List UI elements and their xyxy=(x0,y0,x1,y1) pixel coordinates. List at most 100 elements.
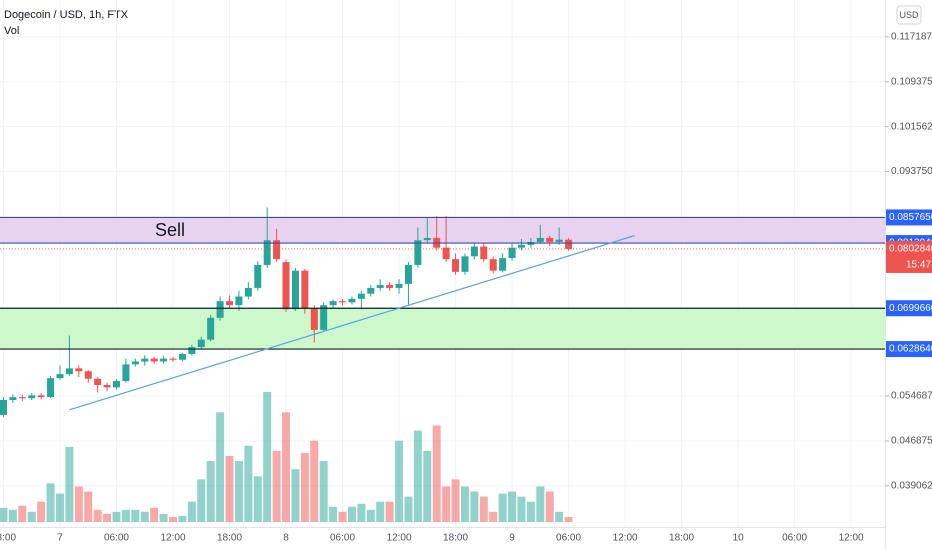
candle-body xyxy=(329,301,337,306)
volume-bar xyxy=(526,501,535,522)
candle-body xyxy=(226,301,234,306)
candle-body xyxy=(376,285,384,288)
candle-body xyxy=(47,378,55,398)
level-label-box xyxy=(886,209,932,226)
zone-annotation: Sell xyxy=(155,220,185,240)
x-tick-label: 8 xyxy=(283,533,289,544)
chart-title: Dogecoin / USD, 1h, FTX xyxy=(4,9,129,21)
volume-bar xyxy=(470,491,479,522)
candle-body xyxy=(94,378,102,386)
volume-bar xyxy=(489,511,498,522)
level-label-box xyxy=(886,300,932,317)
volume-bar xyxy=(263,392,272,522)
volume-bar xyxy=(27,511,36,522)
candle-body xyxy=(348,298,356,303)
volume-bar xyxy=(460,486,469,522)
volume-bar xyxy=(216,412,225,522)
candle-body xyxy=(141,358,149,362)
x-tick-label: 18:00 xyxy=(669,533,694,544)
candle-body xyxy=(216,301,224,318)
candle-body xyxy=(273,240,281,260)
candle-body xyxy=(480,246,488,260)
x-tick-label: 12:00 xyxy=(839,533,864,544)
candle-body xyxy=(9,397,17,400)
candle-body xyxy=(263,240,271,265)
candle-body xyxy=(188,347,196,355)
candle-body xyxy=(282,262,290,310)
volume-bar xyxy=(413,430,422,522)
x-tick-label: 06:00 xyxy=(330,533,355,544)
currency-button[interactable] xyxy=(896,5,922,25)
volume-bar xyxy=(169,516,178,522)
volume-bar xyxy=(376,501,385,522)
candle-body xyxy=(150,358,158,362)
candle-body xyxy=(404,264,412,284)
volume-bar xyxy=(37,501,46,522)
volume-bar xyxy=(357,503,366,522)
candle-body xyxy=(414,240,422,265)
candle-body xyxy=(517,244,525,248)
volume-bar xyxy=(555,511,564,522)
volume-bar xyxy=(272,450,281,522)
x-tick-label: 06:00 xyxy=(782,533,807,544)
candle-body xyxy=(122,364,130,382)
volume-bar xyxy=(206,461,215,522)
candle-body xyxy=(489,259,497,271)
countdown-label: 15:47 xyxy=(906,260,931,271)
volume-bar xyxy=(282,412,291,522)
x-tick-label: 12:00 xyxy=(613,533,638,544)
last-price-label: 0.0802840 xyxy=(889,244,932,255)
candle-body xyxy=(442,247,450,260)
level-label: 0.0699660 xyxy=(889,303,932,314)
candle-body xyxy=(386,285,394,288)
candle-body xyxy=(508,247,516,259)
candle-body xyxy=(18,397,26,399)
volume-bar xyxy=(103,513,112,522)
volume-bar xyxy=(451,479,460,522)
zone xyxy=(0,308,885,350)
volume-bar xyxy=(479,496,488,522)
volume-bar xyxy=(234,461,243,522)
zones xyxy=(0,217,885,350)
x-tick-label: 06:00 xyxy=(556,533,581,544)
volume-bar xyxy=(140,511,149,522)
y-tick-label: 0.0546875 xyxy=(891,391,932,402)
volume-bar xyxy=(65,446,74,522)
volume-bar xyxy=(536,486,545,522)
volume-bar xyxy=(395,440,404,522)
volume-bar xyxy=(432,425,441,522)
volume xyxy=(0,392,573,522)
x-tick-label: 12:00 xyxy=(160,533,185,544)
candle-body xyxy=(0,399,7,415)
volume-bar xyxy=(178,515,187,522)
x-tick-label: 10 xyxy=(733,533,745,544)
volume-bar xyxy=(18,505,27,522)
candle-body xyxy=(546,237,554,242)
volume-bar xyxy=(46,483,55,522)
level-label: 0.0628640 xyxy=(889,344,932,355)
x-tick-label: 18:00 xyxy=(217,533,242,544)
currency-label[interactable]: USD xyxy=(899,10,919,20)
candle-body xyxy=(470,246,478,257)
candle-body xyxy=(131,361,139,365)
last-price-box xyxy=(886,240,932,273)
candle-body xyxy=(357,293,365,299)
volume-bar xyxy=(0,507,8,522)
volume-bar xyxy=(517,496,526,522)
volume-bar xyxy=(338,511,347,522)
y-tick-label: 0.1015625 xyxy=(891,121,932,132)
volume-bar xyxy=(404,496,413,522)
candle-body xyxy=(310,308,318,330)
level-label: 0.0857650 xyxy=(889,212,932,223)
candle-body xyxy=(565,239,573,249)
volume-bar xyxy=(150,507,159,522)
candle-body xyxy=(103,385,111,388)
candle-body xyxy=(461,256,469,272)
volume-bar xyxy=(442,486,451,522)
volume-bar xyxy=(93,509,102,522)
zone xyxy=(0,217,885,244)
